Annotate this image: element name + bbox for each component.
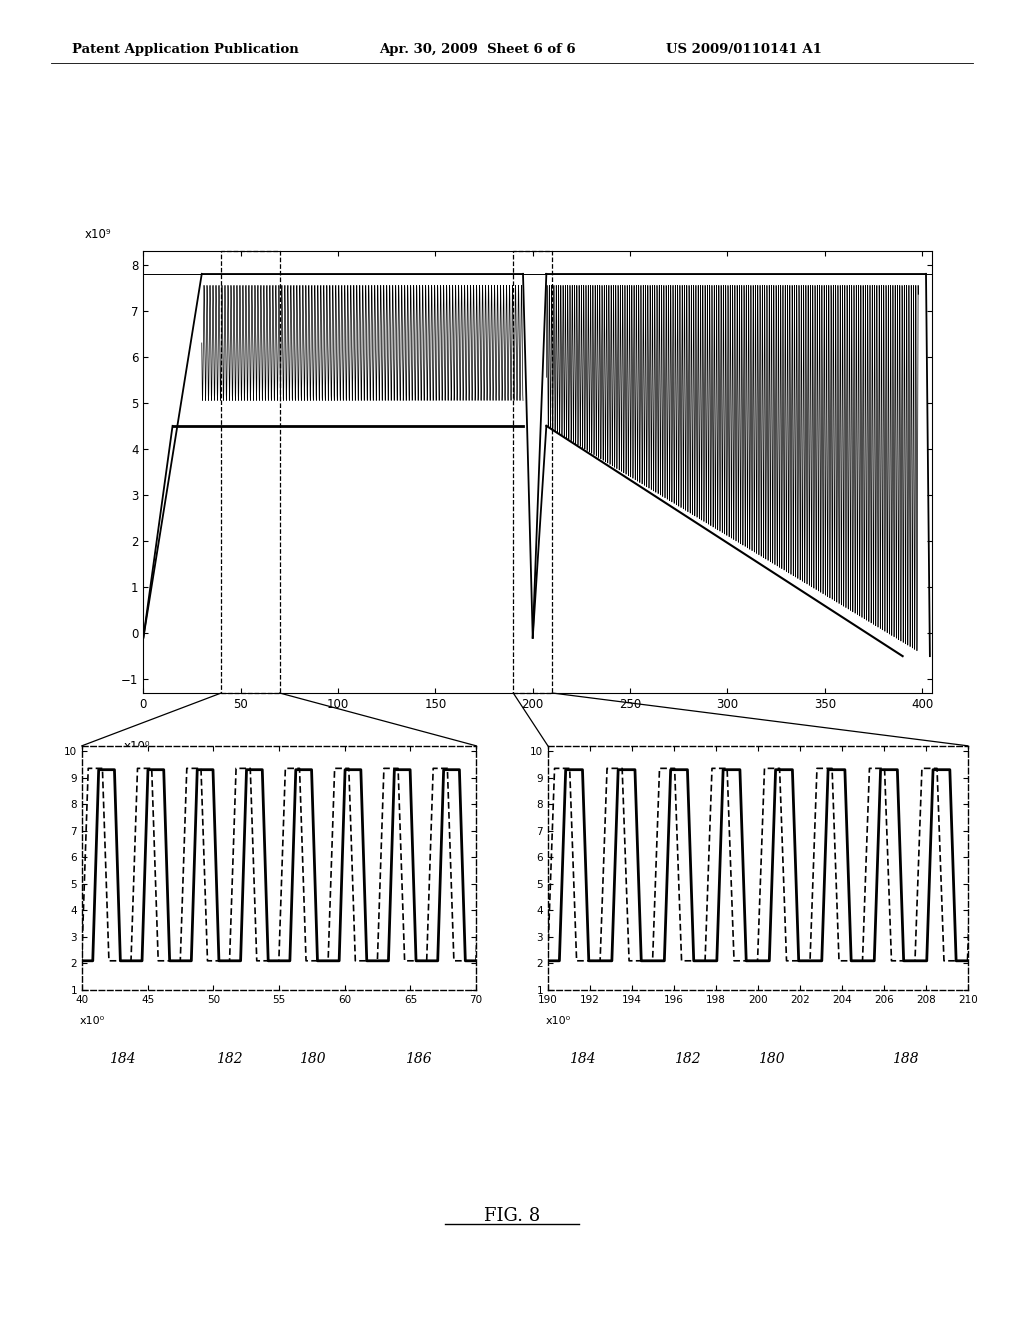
Text: 182: 182 xyxy=(674,1052,700,1067)
Text: x10⁰: x10⁰ xyxy=(80,1016,105,1026)
Text: Apr. 30, 2009  Sheet 6 of 6: Apr. 30, 2009 Sheet 6 of 6 xyxy=(379,42,575,55)
Text: 184: 184 xyxy=(110,1052,136,1067)
Text: 180: 180 xyxy=(299,1052,326,1067)
Text: x10⁰: x10⁰ xyxy=(546,1016,570,1026)
Text: x10⁹: x10⁹ xyxy=(84,227,111,240)
Text: 188: 188 xyxy=(892,1052,919,1067)
Text: 180: 180 xyxy=(758,1052,784,1067)
Text: x10⁰: x10⁰ xyxy=(124,741,151,754)
Text: Patent Application Publication: Patent Application Publication xyxy=(72,42,298,55)
Text: 186: 186 xyxy=(406,1052,432,1067)
Text: US 2009/0110141 A1: US 2009/0110141 A1 xyxy=(666,42,821,55)
Text: 184: 184 xyxy=(569,1052,596,1067)
Text: FIG. 8: FIG. 8 xyxy=(484,1206,540,1225)
Text: 182: 182 xyxy=(216,1052,243,1067)
